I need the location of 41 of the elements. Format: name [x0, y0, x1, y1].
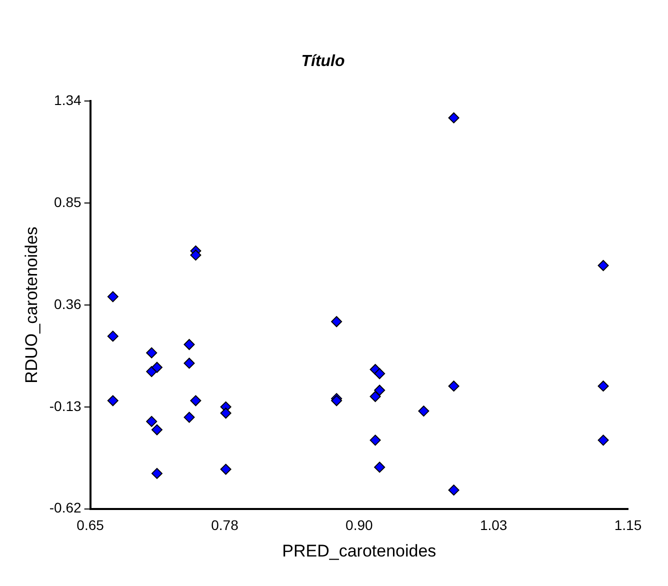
point: [146, 347, 158, 358]
point: [107, 330, 118, 342]
point: [151, 362, 162, 373]
point: [418, 406, 430, 417]
y-tick-label: 1.34: [54, 92, 82, 108]
point: [448, 484, 460, 496]
point: [374, 368, 386, 380]
point: [331, 316, 342, 328]
point: [190, 395, 202, 406]
point: [220, 464, 232, 475]
y-tick-label: -0.13: [49, 398, 82, 414]
point: [107, 291, 118, 302]
point: [151, 468, 162, 479]
point: [374, 384, 386, 396]
point: [598, 260, 609, 271]
point: [370, 391, 381, 402]
point: [448, 112, 460, 124]
chart-title: Título: [301, 53, 345, 70]
x-axis-title: PRED_carotenoides: [282, 541, 436, 560]
point: [151, 424, 162, 436]
y-axis-title: RDUO_carotenoides: [22, 226, 41, 384]
x-tick-label: 1.03: [480, 517, 508, 534]
x-tick-label: 1.15: [614, 517, 642, 534]
x-tick-label: 0.78: [211, 517, 239, 534]
point: [598, 380, 609, 392]
point: [184, 412, 195, 423]
point: [448, 380, 460, 392]
point: [370, 434, 381, 446]
x-tick-label: 0.65: [76, 517, 104, 534]
point: [220, 408, 232, 419]
point: [184, 339, 195, 350]
point: [107, 395, 118, 406]
y-tick-label: 0.85: [54, 194, 82, 210]
y-tick-label: 0.36: [54, 296, 82, 312]
point: [374, 462, 386, 473]
point: [598, 434, 609, 446]
x-tick-label: 0.90: [346, 517, 373, 534]
point: [190, 250, 202, 261]
point: [184, 358, 195, 369]
point: [146, 416, 158, 427]
y-tick-label: -0.62: [49, 500, 82, 516]
